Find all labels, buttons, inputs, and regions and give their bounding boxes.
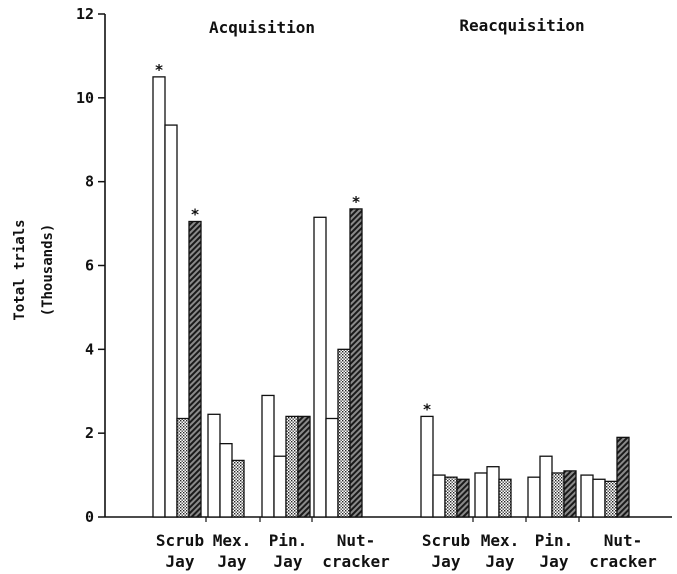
bar	[261, 394, 275, 518]
bar	[219, 442, 233, 518]
category-label-line1: Mex.	[213, 531, 252, 550]
y-tick-label: 0	[85, 508, 94, 526]
category-label-line1: Pin.	[269, 531, 308, 550]
category-label-line2: Jay	[218, 552, 247, 571]
y-tick-label: 4	[85, 340, 94, 358]
bar	[616, 436, 630, 518]
y-tick-label: 6	[85, 257, 94, 275]
significance-marker: *	[423, 400, 431, 418]
bar	[604, 480, 618, 518]
bar	[349, 208, 363, 518]
bar	[474, 472, 488, 518]
bar	[539, 455, 553, 518]
bar	[444, 476, 458, 518]
category-labels: Scrub Jay Mex. Jay Pin. Jay Nut-cracker Scrub Ja…	[156, 531, 657, 571]
category-label-line2: Jay	[274, 552, 303, 571]
bar	[337, 348, 351, 518]
bars: * * * *	[152, 61, 630, 518]
bar	[285, 415, 299, 518]
bar	[231, 459, 245, 518]
bar	[325, 417, 339, 518]
significance-marker: *	[191, 205, 199, 223]
category-label-line1: Mex.	[481, 531, 520, 550]
category-label-line2: Jay	[166, 552, 195, 571]
category-label-line2: cracker	[589, 552, 656, 571]
category-label-line2: Jay	[540, 552, 569, 571]
bar	[486, 466, 500, 518]
bar	[498, 478, 512, 518]
y-tick-label: 2	[85, 424, 94, 442]
category-label-line1: Nut-	[337, 531, 376, 550]
bar	[580, 474, 594, 518]
bar	[456, 478, 470, 518]
bar	[551, 472, 565, 518]
bar	[273, 455, 287, 518]
bar	[207, 413, 221, 518]
category-label-line2: Jay	[486, 552, 515, 571]
bar	[164, 124, 178, 518]
bar	[592, 478, 606, 518]
bar	[313, 216, 327, 518]
category-label-line1: Nut-	[604, 531, 643, 550]
y-tick-label: 12	[76, 5, 94, 23]
category-label-line2: cracker	[322, 552, 389, 571]
category-label-line1: Scrub	[422, 531, 470, 550]
panel-title-acquisition: Acquisition	[209, 18, 315, 37]
y-axis-title-line2: (Thousands)	[40, 224, 56, 317]
y-axis-title-line1: Total trials	[12, 219, 28, 320]
significance-marker: *	[155, 61, 163, 79]
category-label-line1: Pin.	[535, 531, 574, 550]
category-label-line2: Jay	[432, 552, 461, 571]
significance-marker: *	[352, 193, 360, 211]
bar	[432, 474, 446, 518]
bar	[188, 220, 202, 518]
bar	[563, 470, 577, 518]
y-tick-label: 10	[76, 89, 94, 107]
bar	[176, 417, 190, 518]
bar	[297, 415, 311, 518]
bar	[527, 476, 541, 518]
category-label-line1: Scrub	[156, 531, 204, 550]
bar	[152, 76, 166, 518]
y-tick-label: 8	[85, 173, 94, 191]
bar	[420, 415, 434, 518]
panel-title-reacquisition: Reacquisition	[459, 16, 584, 35]
